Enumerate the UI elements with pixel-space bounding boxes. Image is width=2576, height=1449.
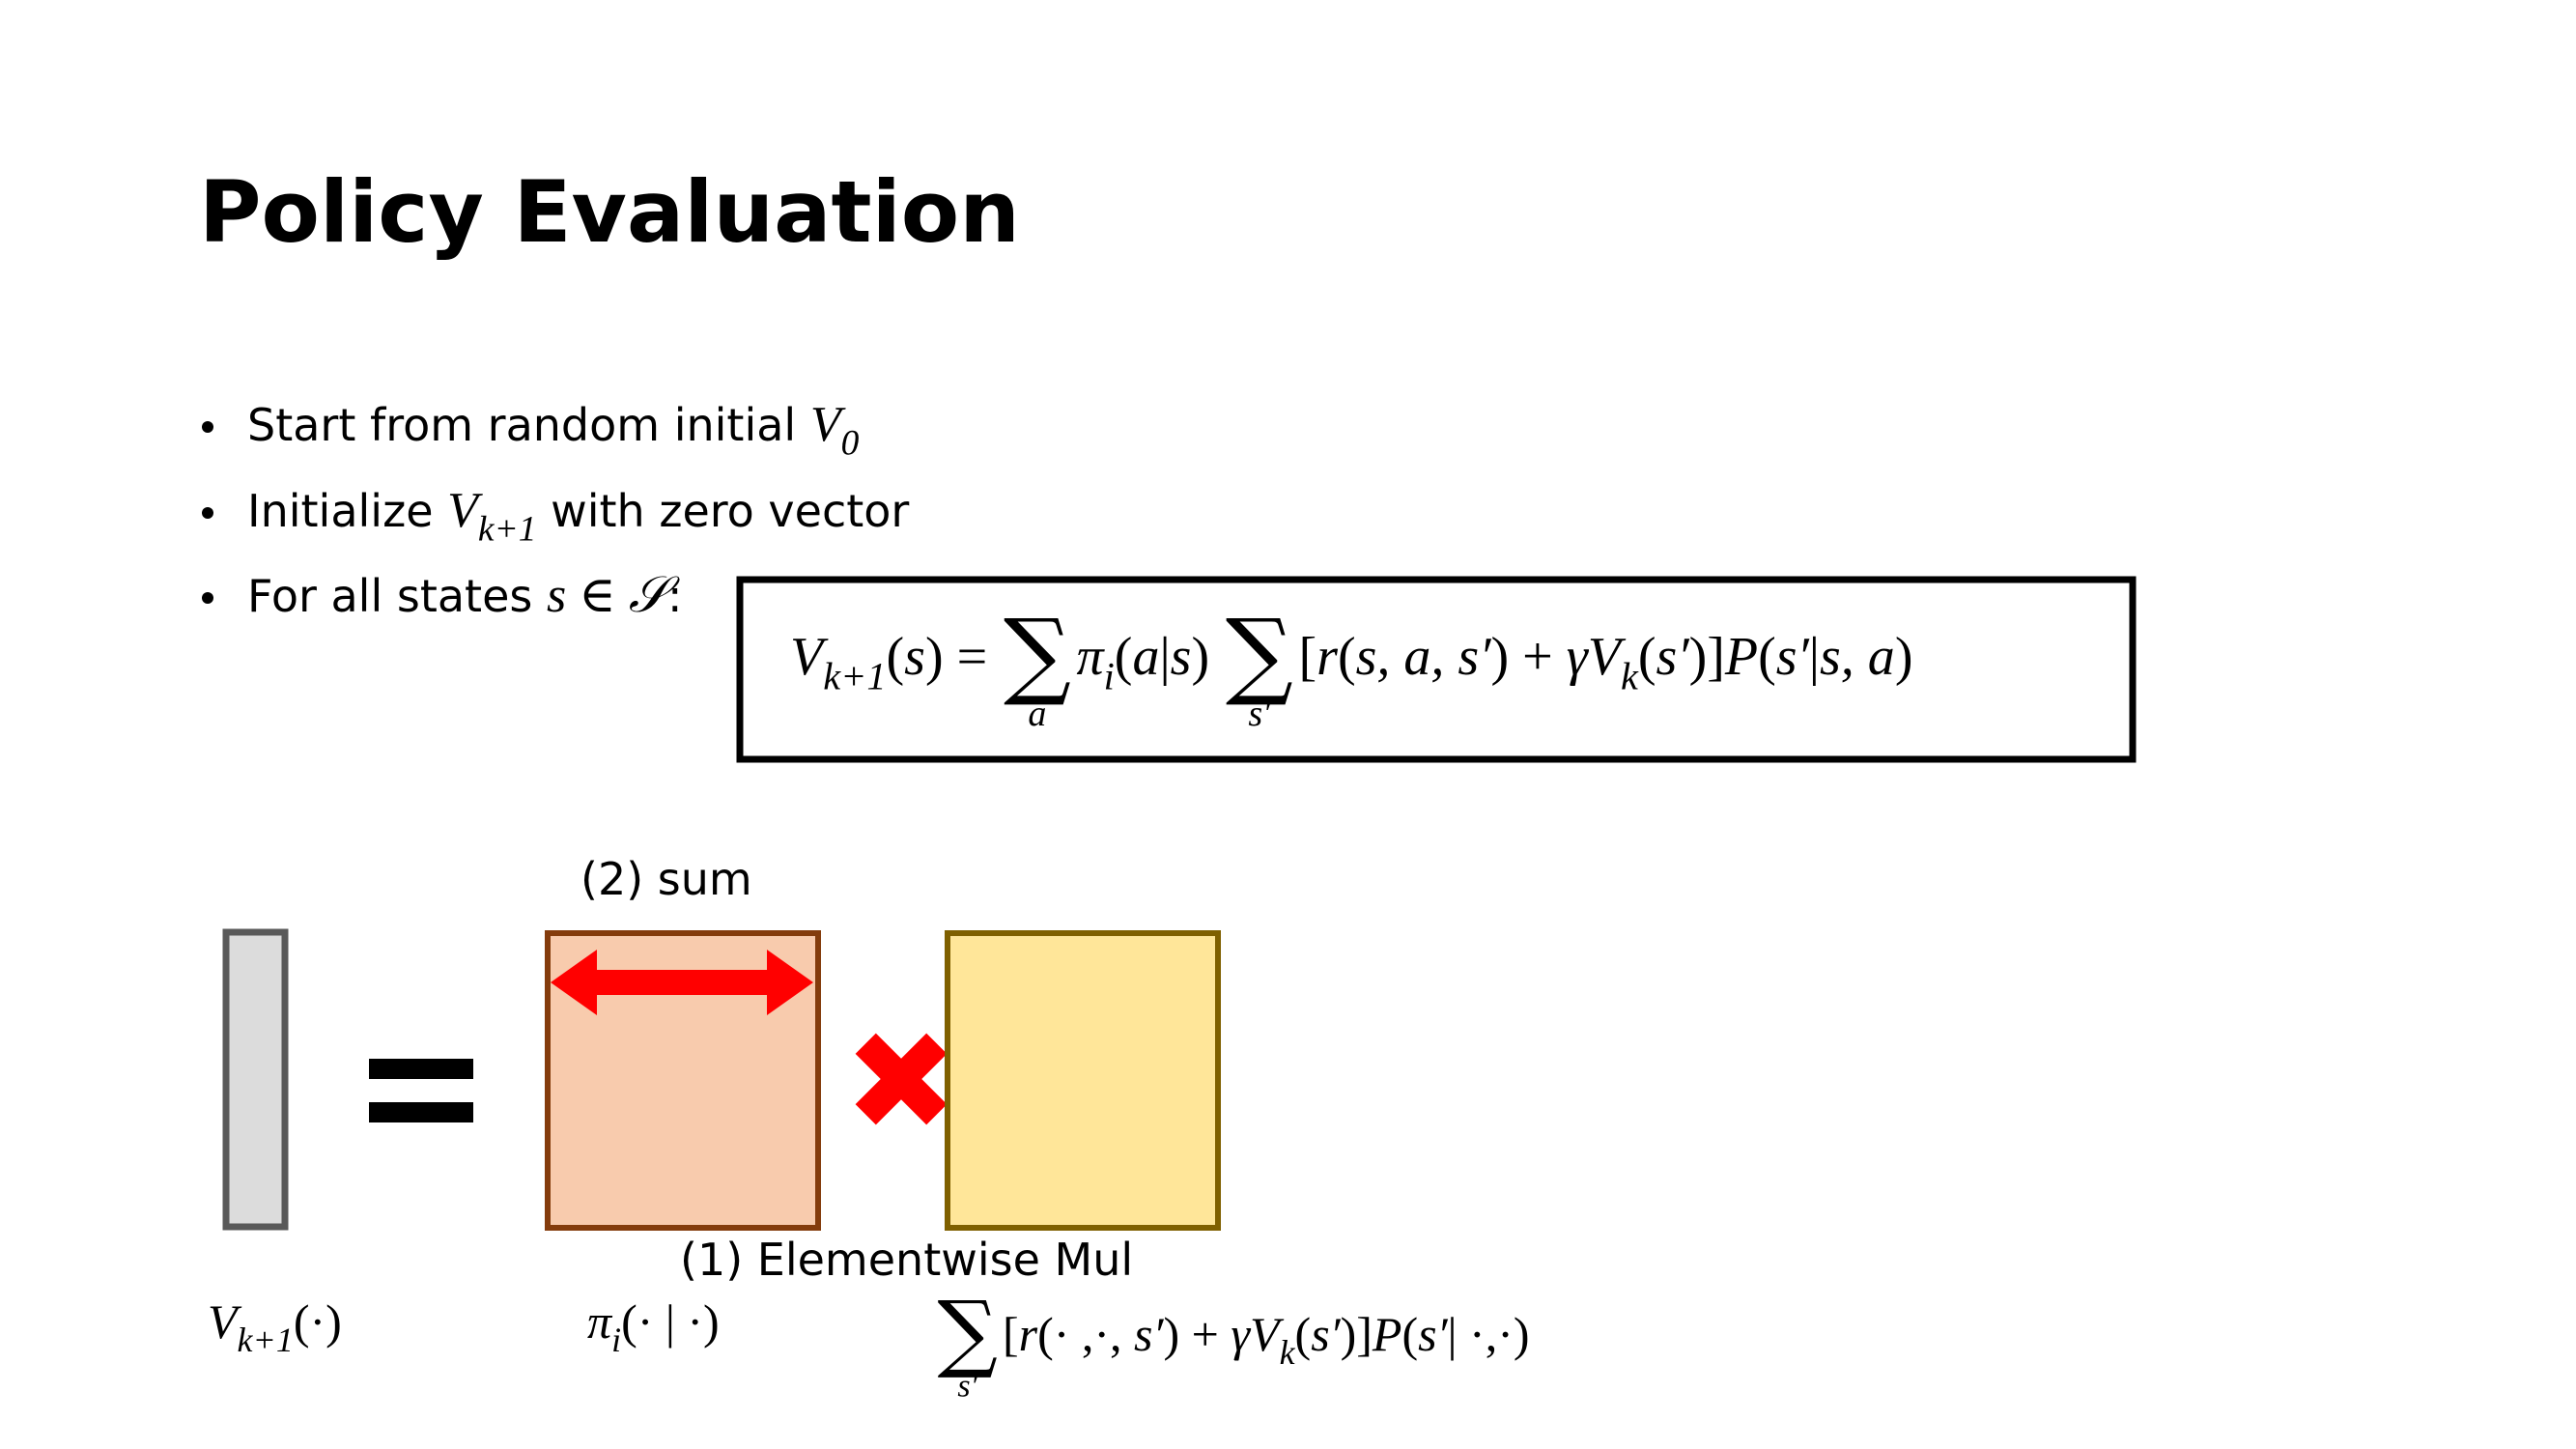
- math-math: s: [547, 568, 566, 623]
- math-roman: (·): [294, 1294, 342, 1349]
- math-math: r: [1019, 1307, 1038, 1361]
- math-roman: ) =: [925, 627, 1001, 687]
- math-bigop: ∑: [1226, 599, 1293, 709]
- math-math: P: [1724, 627, 1758, 687]
- math-text: with zero vector: [536, 485, 909, 537]
- math-roman: (: [886, 627, 904, 687]
- equals-bar: [369, 1059, 473, 1079]
- math-text: Start from random initial: [247, 399, 810, 451]
- math-math: γV: [1231, 1307, 1285, 1361]
- math-math: V: [790, 627, 829, 687]
- math-math: s′: [1134, 1307, 1164, 1361]
- math-math: s: [1171, 627, 1192, 687]
- math-roman: )]: [1689, 627, 1725, 687]
- math-text: Initialize: [247, 485, 447, 537]
- math-roman: (: [1338, 627, 1356, 687]
- math-roman: (: [1295, 1307, 1312, 1361]
- math-bigop: ∑: [1004, 599, 1071, 709]
- math-math: a: [1132, 627, 1159, 687]
- math-roman: |: [1809, 627, 1820, 687]
- math-sub: k+1: [823, 655, 886, 698]
- math-sub: k: [1621, 655, 1639, 698]
- math-roman: )]: [1341, 1307, 1373, 1361]
- math-text: :: [667, 570, 683, 622]
- slide-title: Policy Evaluation: [199, 162, 1020, 262]
- bullet-dot: [202, 592, 213, 604]
- multiply-sign: [855, 1033, 948, 1125]
- math-math: γV: [1567, 627, 1627, 687]
- math-math: s, a, s′: [1356, 627, 1492, 687]
- bullet-dot: [202, 507, 213, 519]
- sum-arrow: [551, 950, 813, 1015]
- math-roman: (: [1115, 627, 1133, 687]
- math-sub: k+1: [238, 1321, 294, 1359]
- math-math: V: [208, 1294, 242, 1349]
- math-math: P: [1372, 1307, 1402, 1361]
- math-math: s′: [1776, 627, 1810, 687]
- mul-label: (1) Elementwise Mul: [680, 1234, 1133, 1286]
- math-bigop: ∑: [938, 1283, 998, 1381]
- math-sub: i: [611, 1321, 621, 1359]
- math-math: π: [1077, 627, 1106, 687]
- math-sub: k+1: [478, 510, 537, 550]
- math-math: s′: [1311, 1307, 1341, 1361]
- math-math: s, a: [1820, 627, 1895, 687]
- math-roman: |: [1159, 627, 1170, 687]
- math-roman: [: [1299, 627, 1317, 687]
- value-vector: [222, 928, 289, 1231]
- math-roman: ) +: [1163, 1307, 1231, 1361]
- math-roman: (: [1758, 627, 1776, 687]
- math-math: π: [587, 1294, 613, 1349]
- math-under: s′: [957, 1369, 977, 1405]
- math-roman: (· | ·): [621, 1294, 720, 1349]
- math-math: s: [904, 627, 925, 687]
- math-math: V: [810, 397, 846, 452]
- math-math: V: [447, 483, 483, 538]
- math-roman: ): [1191, 627, 1223, 687]
- multiply-bar: [855, 1033, 948, 1125]
- math-roman: ∈: [566, 568, 629, 623]
- bullet-dot: [202, 421, 213, 433]
- math-roman: | ·,·): [1448, 1307, 1530, 1361]
- math-roman: ): [1895, 627, 1913, 687]
- math-roman: (· ,·,: [1037, 1307, 1134, 1361]
- math-math: s′: [1656, 627, 1690, 687]
- math-text: For all states: [247, 570, 547, 622]
- math-roman: (: [1401, 1307, 1418, 1361]
- return-matrix: [945, 930, 1221, 1231]
- formula-box: [736, 576, 2137, 763]
- math-sub: i: [1104, 655, 1115, 698]
- math-under: a: [1028, 694, 1046, 734]
- math-math: s′: [1418, 1307, 1448, 1361]
- math-roman: ) +: [1490, 627, 1566, 687]
- math-under: s′: [1248, 694, 1271, 734]
- math-sub: 0: [841, 424, 860, 464]
- equals-bar: [369, 1102, 473, 1122]
- math-sub: k: [1280, 1333, 1296, 1372]
- math-roman: [: [1003, 1307, 1019, 1361]
- math-roman: (: [1638, 627, 1656, 687]
- math-math: r: [1316, 627, 1338, 687]
- sum-label: (2) sum: [580, 853, 752, 905]
